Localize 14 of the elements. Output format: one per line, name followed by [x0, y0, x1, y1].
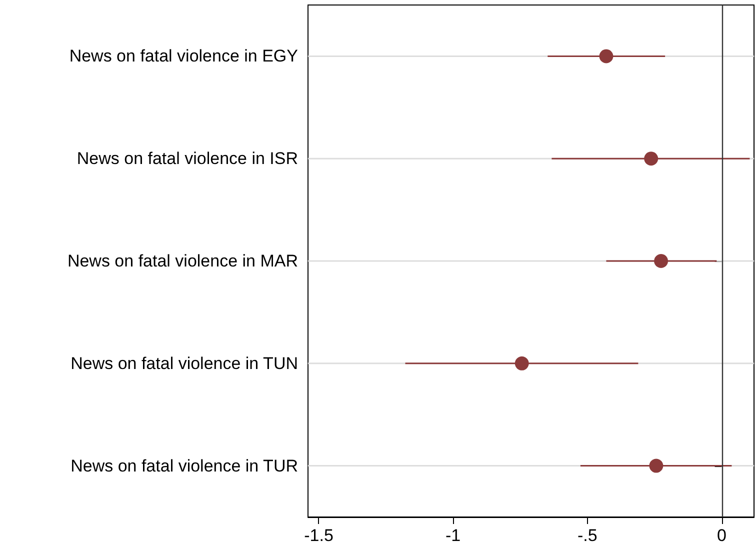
y-tick-label: News on fatal violence in EGY: [69, 46, 298, 66]
point: [599, 49, 614, 64]
x-tick-label: -.5: [578, 526, 598, 545]
x-tick-label: -1: [446, 526, 461, 545]
point: [514, 356, 529, 370]
y-tick-label: News on fatal violence in TUR: [70, 456, 298, 476]
point: [644, 152, 658, 166]
y-tick-label: News on fatal violence in MAR: [67, 252, 298, 270]
y-tick-label: News on fatal violence in ISR: [76, 149, 298, 168]
x-tick-label: 0: [717, 526, 726, 545]
point: [649, 458, 664, 473]
x-tick-label: -1.5: [304, 526, 334, 545]
point: [654, 254, 668, 268]
y-tick-label: News on fatal violence in TUN: [70, 354, 298, 373]
